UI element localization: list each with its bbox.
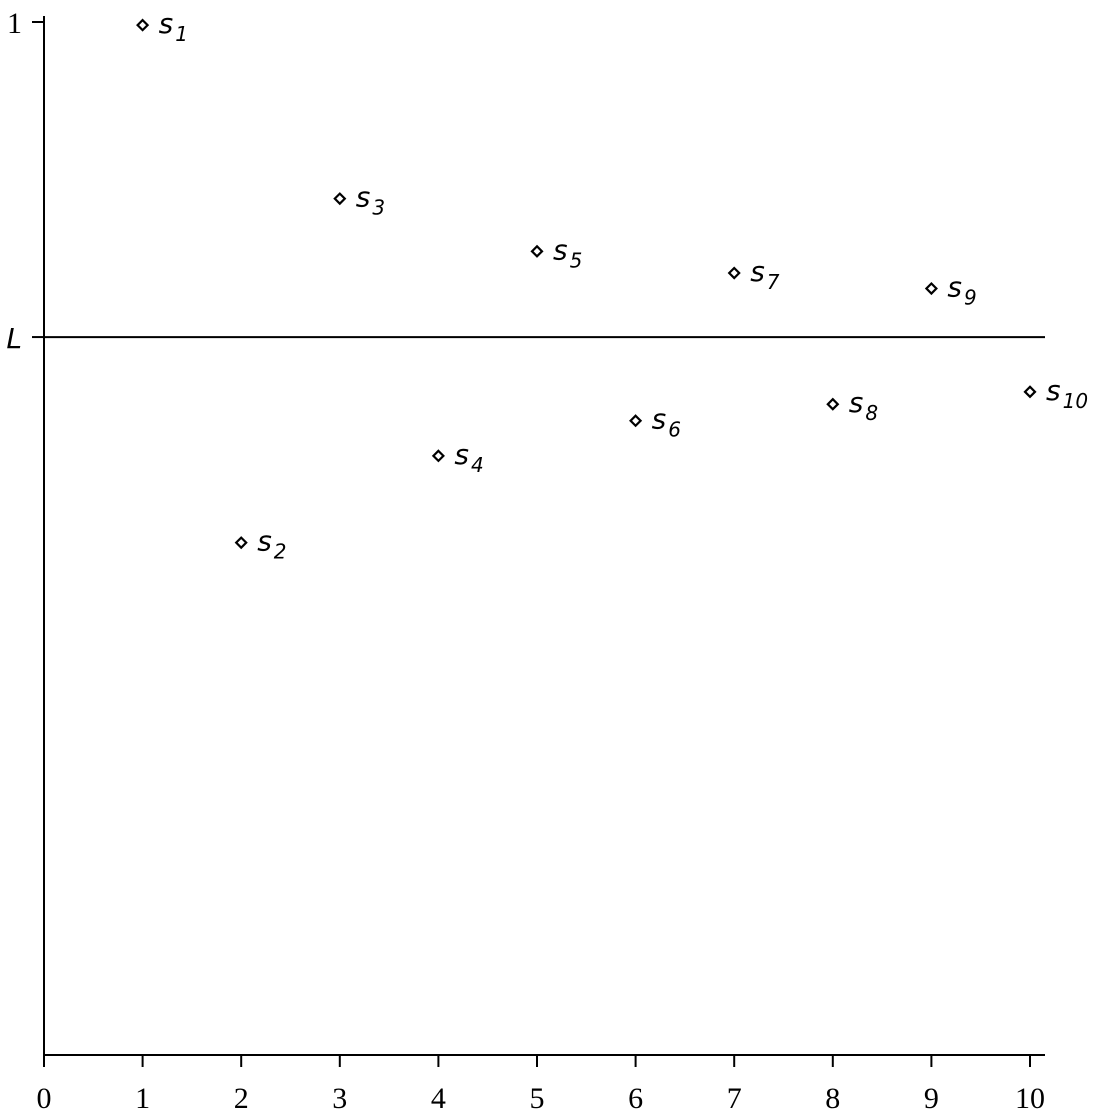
point-label-base: s <box>257 525 272 558</box>
x-tick-label: 6 <box>628 1082 643 1112</box>
x-tick-label: 7 <box>727 1082 742 1112</box>
point-label-base: s <box>750 255 765 288</box>
point-label-base: s <box>356 181 371 214</box>
x-tick-label: 2 <box>234 1082 249 1112</box>
x-tick-label: 5 <box>530 1082 545 1112</box>
point <box>826 397 840 411</box>
x-tick-label: 10 <box>1015 1082 1045 1112</box>
point-label-base: s <box>159 7 174 40</box>
point-label-subscript: 5 <box>570 248 583 272</box>
point-label-subscript: 4 <box>471 453 484 477</box>
x-tick-label: 1 <box>135 1082 150 1112</box>
point <box>727 266 741 280</box>
point-label-base: s <box>454 438 469 471</box>
point <box>136 18 150 32</box>
point <box>924 281 938 296</box>
y-tick-label: L <box>6 322 22 355</box>
point-label-base: s <box>1046 374 1061 407</box>
point-label-base: s <box>849 386 864 419</box>
point-label-base: s <box>553 233 568 266</box>
point <box>234 536 248 550</box>
point-label-subscript: 10 <box>1063 389 1088 413</box>
point-label: s 10 <box>1046 374 1088 413</box>
point-label-base: s <box>947 271 962 304</box>
x-tick-label: 4 <box>431 1082 446 1112</box>
point <box>1023 385 1037 399</box>
x-tick-label: 8 <box>825 1082 840 1112</box>
point-label-subscript: 8 <box>865 401 878 425</box>
point-label-subscript: 3 <box>372 196 385 220</box>
point-label-subscript: 7 <box>767 270 780 294</box>
x-tick-label: 9 <box>924 1082 939 1112</box>
point-label-subscript: 1 <box>175 22 188 46</box>
point-label-subscript: 9 <box>964 286 977 310</box>
point <box>431 449 445 463</box>
point-label-subscript: 2 <box>274 540 287 564</box>
point <box>629 414 643 428</box>
x-tick-label: 3 <box>332 1082 347 1112</box>
point-label-subscript: 6 <box>668 418 681 442</box>
y-tick-label: 1 <box>7 7 22 40</box>
x-tick-label: 0 <box>37 1082 52 1112</box>
point <box>333 192 347 206</box>
point-label-base: s <box>652 403 667 436</box>
point <box>530 244 544 258</box>
